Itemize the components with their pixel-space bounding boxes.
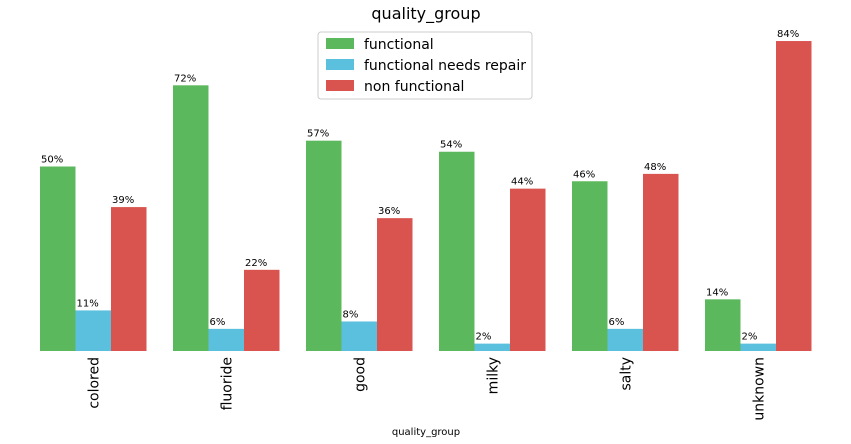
data-label-fluoride-functional-needs-repair: 6%	[210, 317, 226, 328]
bar-colored-non-functional	[111, 207, 147, 351]
bar-milky-functional-needs-repair	[474, 343, 510, 351]
bar-fluoride-functional	[173, 85, 209, 351]
data-label-fluoride-non-functional: 22%	[245, 258, 267, 269]
x-tick-labels-group: colored fluoride good milky salty unknown	[86, 357, 767, 421]
bar-salty-functional	[572, 181, 608, 351]
bar-good-functional-needs-repair	[341, 321, 377, 351]
data-label-colored-functional: 50%	[41, 155, 63, 166]
bar-colored-functional-needs-repair	[75, 310, 111, 351]
data-label-salty-functional: 46%	[573, 169, 595, 180]
legend-label-functional: functional	[364, 37, 434, 53]
data-label-good-functional-needs-repair: 8%	[343, 309, 359, 320]
bar-milky-non-functional	[510, 188, 546, 351]
x-axis-label: quality_group	[392, 427, 460, 438]
legend-swatch-functional-needs-repair	[326, 59, 354, 70]
data-label-good-functional: 57%	[307, 129, 329, 140]
bar-fluoride-functional-needs-repair	[208, 328, 244, 351]
bar-good-functional	[306, 140, 342, 351]
data-label-fluoride-functional: 72%	[174, 73, 196, 84]
legend: functional functional needs repair non fun…	[317, 31, 533, 100]
x-tick-label-salty: salty	[618, 357, 634, 391]
legend-frame	[317, 31, 533, 100]
bar-good-non-functional	[377, 218, 413, 351]
data-label-good-non-functional: 36%	[378, 206, 400, 217]
x-tick-label-colored: colored	[86, 357, 102, 409]
x-tick-label-milky: milky	[485, 357, 501, 394]
bar-milky-functional	[439, 151, 475, 351]
bar-unknown-functional-needs-repair	[740, 343, 776, 351]
data-label-salty-non-functional: 48%	[644, 162, 666, 173]
data-label-unknown-functional-needs-repair: 2%	[742, 332, 758, 343]
legend-swatch-non-functional	[326, 80, 354, 91]
x-tick-label-unknown: unknown	[751, 357, 767, 421]
bar-salty-functional-needs-repair	[607, 328, 643, 351]
legend-swatch-functional	[326, 38, 354, 49]
data-label-milky-functional: 54%	[440, 140, 462, 151]
data-label-salty-functional-needs-repair: 6%	[609, 317, 625, 328]
bar-fluoride-non-functional	[244, 269, 280, 351]
data-label-unknown-functional: 14%	[706, 287, 728, 298]
data-label-unknown-non-functional: 84%	[777, 29, 799, 40]
data-label-colored-functional-needs-repair: 11%	[77, 298, 99, 309]
legend-label-non-functional: non functional	[364, 79, 464, 95]
data-labels-group: 50% 11% 39% 72% 6% 22% 57% 8% 36% 54% 2% 44% 46% 6% 48…	[41, 29, 799, 343]
bar-unknown-non-functional	[776, 41, 812, 351]
bar-unknown-functional	[705, 299, 741, 351]
bars-group	[40, 41, 812, 351]
data-label-milky-functional-needs-repair: 2%	[476, 332, 492, 343]
legend-label-functional-needs-repair: functional needs repair	[364, 58, 526, 74]
bar-salty-non-functional	[643, 173, 679, 351]
bar-colored-functional	[40, 166, 76, 351]
x-tick-label-fluoride: fluoride	[219, 357, 235, 410]
data-label-colored-non-functional: 39%	[112, 195, 134, 206]
data-label-milky-non-functional: 44%	[511, 177, 533, 188]
x-tick-label-good: good	[352, 357, 368, 392]
chart-title: quality_group	[371, 4, 480, 24]
